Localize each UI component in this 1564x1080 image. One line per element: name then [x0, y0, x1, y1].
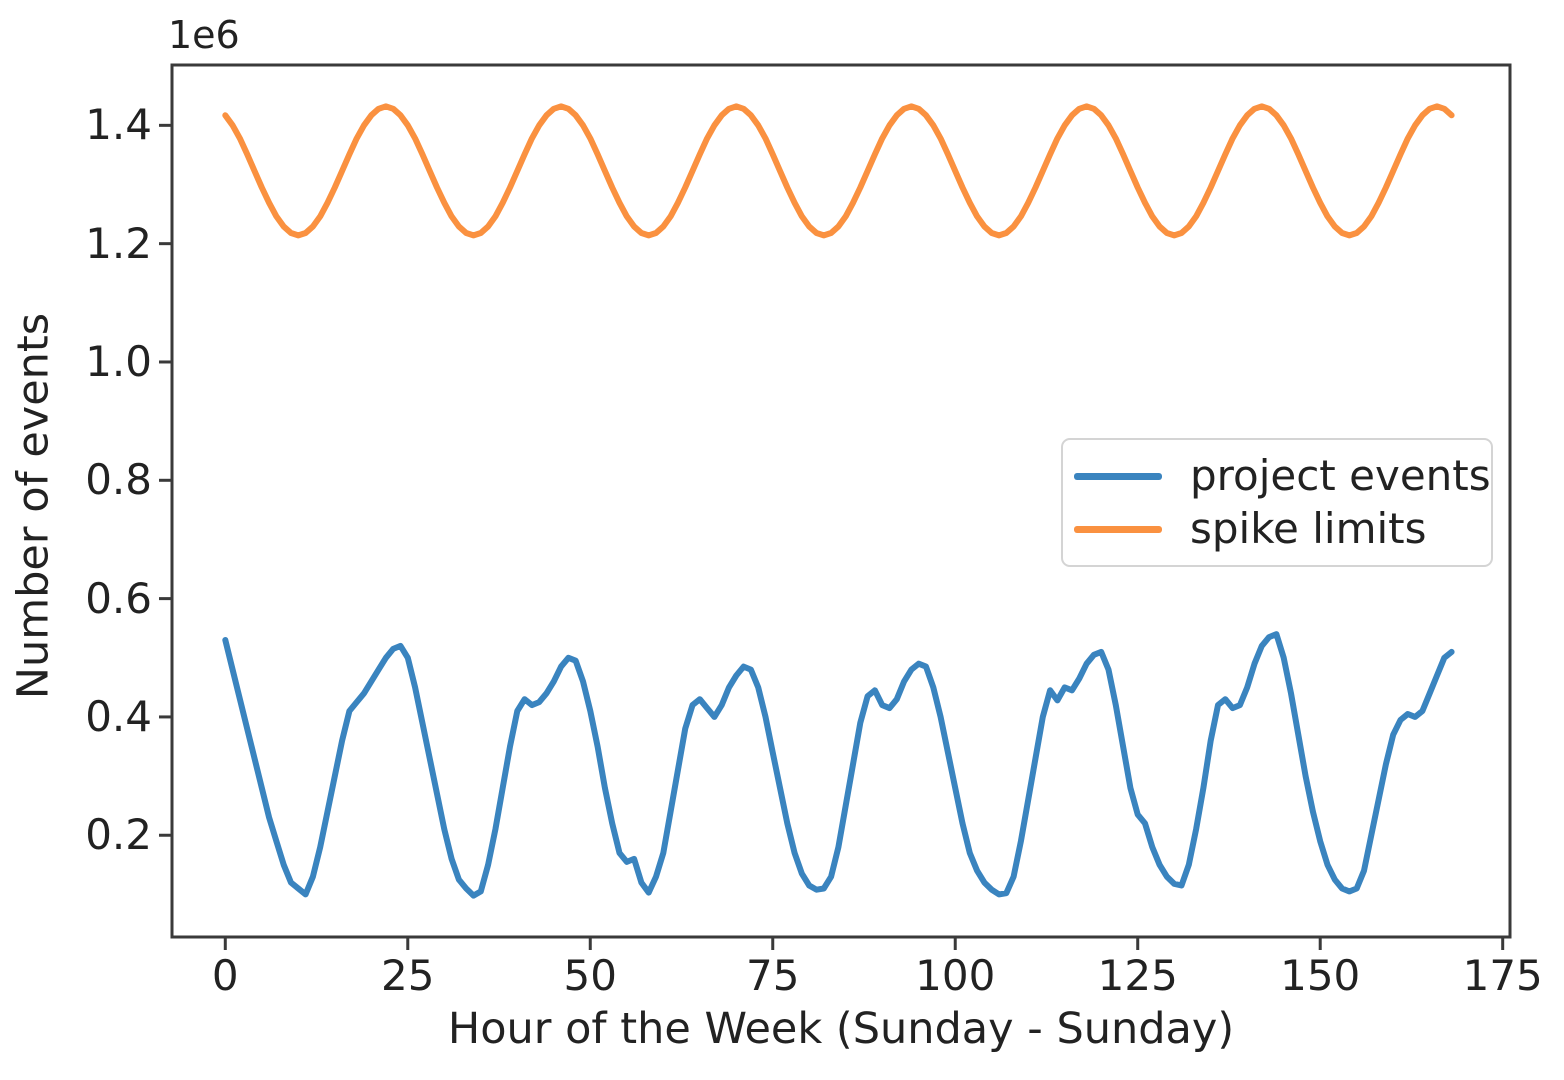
x-tick-label: 75 — [746, 951, 800, 1000]
x-tick-label: 125 — [1097, 951, 1178, 1000]
y-tick-label: 1.4 — [85, 100, 152, 150]
legend-item-spike-limits: spike limits — [1063, 508, 1491, 550]
x-tick-label: 0 — [211, 951, 239, 1000]
x-tick-label: 50 — [563, 951, 617, 1000]
y-tick-label: 0.4 — [85, 691, 152, 741]
y-axis-label: Number of events — [8, 312, 59, 700]
y-tick-label: 0.6 — [85, 573, 152, 623]
x-axis-label: Hour of the Week (Sunday - Sunday) — [447, 1004, 1235, 1054]
series-line-spike-limits — [222, 103, 1455, 239]
legend: project events spike limits — [1061, 438, 1493, 567]
x-tick-label: 25 — [381, 951, 435, 1000]
x-tick-label: 175 — [1462, 951, 1543, 1000]
legend-item-project-events: project events — [1063, 455, 1491, 497]
x-tick-label: 100 — [915, 951, 996, 1000]
plot-spines — [170, 63, 1512, 939]
y-tick-label: 1.2 — [85, 218, 152, 268]
legend-label-spike-limits: spike limits — [1190, 504, 1427, 553]
legend-label-project-events: project events — [1190, 451, 1491, 500]
y-tick-label: 1.0 — [85, 336, 152, 386]
legend-line-sample-spike-limits — [1074, 525, 1162, 533]
series-line-project-events — [222, 631, 1455, 899]
legend-line-sample-project-events — [1074, 472, 1162, 480]
x-tick-label: 150 — [1280, 951, 1361, 1000]
y-tick-label: 0.2 — [85, 810, 152, 860]
y-tick-label: 0.8 — [85, 455, 152, 505]
y-axis-offset-label: 1e6 — [168, 13, 240, 57]
